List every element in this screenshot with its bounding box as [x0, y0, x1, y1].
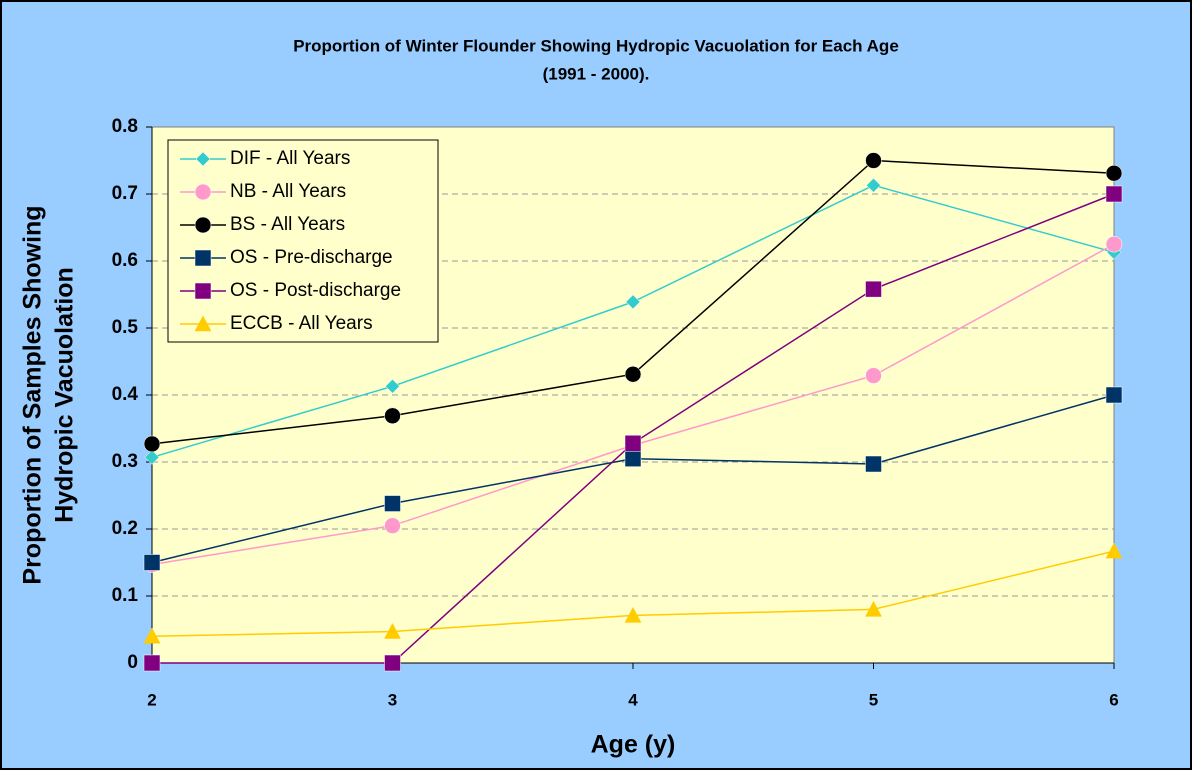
- x-tick-label: 5: [869, 690, 878, 709]
- point: [865, 455, 882, 473]
- point: [865, 367, 882, 384]
- point: [625, 294, 641, 310]
- y-tick-label: 0.8: [112, 116, 138, 137]
- point: [385, 378, 400, 394]
- point: [624, 606, 642, 623]
- y-tick-label: 0.1: [112, 585, 139, 606]
- legend-box: [167, 139, 439, 343]
- y-tick-label: 0.6: [112, 250, 138, 271]
- x-tick-label: 3: [388, 690, 397, 709]
- point: [384, 622, 401, 639]
- y-tick-label: 0: [127, 652, 138, 673]
- point: [1105, 185, 1123, 203]
- x-axis-label: Age (y): [591, 731, 676, 759]
- point: [866, 177, 881, 193]
- legend-label: NB - All Years: [230, 181, 346, 202]
- point: [865, 152, 882, 169]
- point: [384, 654, 401, 672]
- legend-marker: [194, 216, 212, 234]
- point: [624, 450, 642, 467]
- point: [1105, 164, 1123, 182]
- legend-marker: [194, 282, 212, 300]
- legend-marker: [194, 249, 212, 267]
- x-tick-label: 6: [1109, 690, 1118, 709]
- y-axis-label: Hydropic Vacuolation: [51, 267, 79, 523]
- legend-label: OS - Pre-discharge: [230, 247, 393, 268]
- y-tick-label: 0.7: [112, 183, 138, 204]
- point: [384, 495, 401, 512]
- point: [624, 434, 642, 452]
- y-tick-label: 0.3: [112, 451, 138, 472]
- point: [143, 435, 161, 453]
- point: [1105, 542, 1123, 559]
- point: [144, 449, 160, 465]
- legend-marker: [194, 315, 212, 332]
- point: [143, 654, 161, 672]
- point: [1105, 386, 1123, 404]
- y-tick-label: 0.2: [112, 518, 138, 539]
- point: [865, 600, 882, 617]
- legend-marker: [194, 183, 212, 201]
- y-tick-label: 0.5: [112, 317, 139, 338]
- legend-marker: [195, 151, 211, 167]
- y-tick-label: 0.4: [112, 384, 139, 405]
- legend-label: OS - Post-discharge: [230, 280, 401, 301]
- y-axis-label: Proportion of Samples Showing: [19, 205, 47, 584]
- chart-title: Proportion of Winter Flounder Showing Hy…: [293, 36, 899, 55]
- point: [143, 627, 161, 644]
- chart-title: (1991 - 2000).: [543, 64, 650, 83]
- x-tick-label: 4: [628, 690, 638, 709]
- point: [624, 365, 642, 383]
- point: [865, 280, 882, 298]
- x-tick-label: 2: [147, 690, 156, 709]
- point: [384, 407, 401, 425]
- point: [143, 554, 161, 571]
- legend-label: BS - All Years: [230, 214, 345, 235]
- point: [384, 517, 401, 534]
- legend-label: ECCB - All Years: [230, 313, 373, 334]
- point: [1105, 236, 1123, 253]
- legend-label: DIF - All Years: [230, 148, 350, 169]
